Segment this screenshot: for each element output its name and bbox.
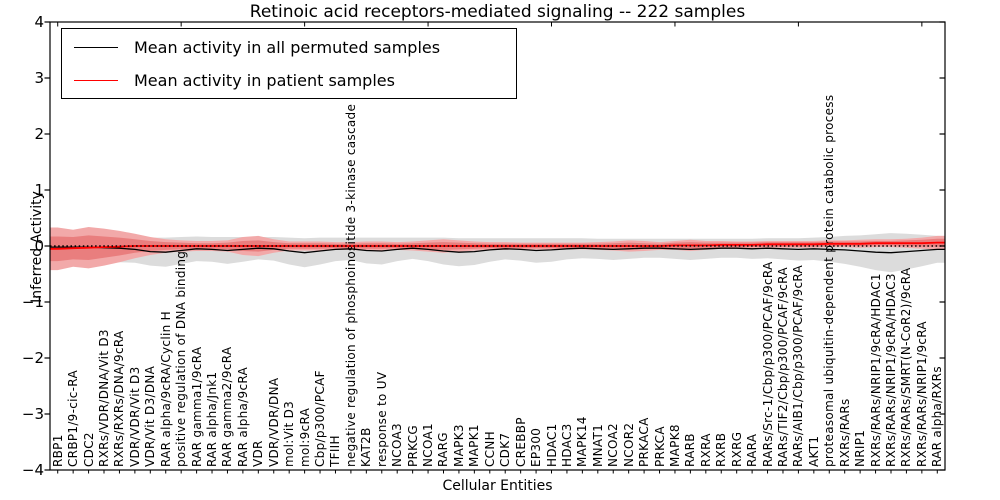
y-tick-label: 2 — [34, 125, 44, 143]
legend-row-patient: Mean activity in patient samples — [62, 65, 516, 95]
chart-title: Retinoic acid receptors-mediated signali… — [249, 2, 746, 22]
x-axis-label: Cellular Entities — [442, 478, 553, 494]
y-axis-label: Inferred Activity — [29, 191, 45, 303]
legend-label-permuted: Mean activity in all permuted samples — [134, 37, 441, 57]
y-tick-label: 1 — [34, 181, 44, 199]
y-tick-label: −3 — [21, 405, 44, 423]
permuted-mean-line — [50, 246, 945, 254]
y-tick-label: −2 — [21, 349, 44, 367]
legend-row-permuted: Mean activity in all permuted samples — [62, 32, 516, 62]
legend-label-patient: Mean activity in patient samples — [134, 70, 395, 90]
confidence-bands-layer — [50, 227, 945, 273]
permuted-line-sample — [74, 46, 118, 48]
plot-lines-layer — [44, 21, 946, 474]
y-tick-label: 4 — [34, 13, 44, 31]
band-2 — [50, 235, 945, 262]
y-tick-label: −4 — [21, 461, 44, 479]
legend-box: Mean activity in all permuted samples Me… — [61, 28, 517, 99]
band-1 — [50, 227, 945, 271]
y-tick-labels-layer: 4 3 2 1 0 −1 −2 −3 −4 — [0, 0, 50, 500]
y-tick-label: 0 — [34, 237, 44, 255]
y-tick-label: −1 — [21, 293, 44, 311]
patient-line-sample — [74, 79, 118, 81]
y-tick-label: 3 — [34, 69, 44, 87]
